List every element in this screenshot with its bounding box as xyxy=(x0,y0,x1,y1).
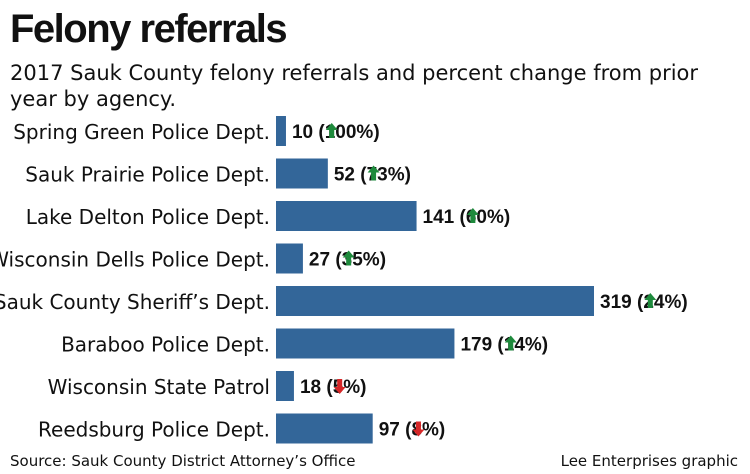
data-label: 97 (8%) xyxy=(379,420,446,441)
bar xyxy=(276,328,455,359)
arrow-up-icon xyxy=(504,335,517,351)
open-paren: ( xyxy=(454,207,466,228)
bar xyxy=(276,116,286,146)
change-label: 100% xyxy=(325,122,374,143)
category-label: Sauk County Sheriff’s Dept. xyxy=(0,290,270,314)
category-label: Lake Delton Police Dept. xyxy=(26,205,270,229)
arrow-down-icon xyxy=(412,421,425,437)
data-label: 141 (60%) xyxy=(423,207,511,228)
open-paren: ( xyxy=(355,165,367,186)
category-label: Baraboo Police Dept. xyxy=(61,333,270,357)
arrow-up-icon xyxy=(325,123,338,138)
chart-subtitle: 2017 Sauk County felony referrals and pe… xyxy=(10,61,699,111)
close-paren: ) xyxy=(373,122,379,143)
close-paren: ) xyxy=(360,377,366,398)
bar xyxy=(276,371,294,401)
bar-chart: Spring Green Police Dept. 10 (100%) Sauk P… xyxy=(0,116,688,444)
bar xyxy=(276,201,417,231)
value-label: 141 xyxy=(423,207,455,228)
arrow-up-icon xyxy=(466,208,479,223)
value-label: 319 xyxy=(600,292,632,313)
source-note: Source: Sauk County District Attorney’s … xyxy=(10,452,356,470)
arrow-up-icon xyxy=(644,293,657,308)
credit-note: Lee Enterprises graphic xyxy=(560,452,738,470)
chart-title: Felony referrals xyxy=(10,7,288,51)
close-paren: ) xyxy=(681,292,687,313)
category-label: Wisconsin State Patrol xyxy=(48,375,270,399)
bar xyxy=(276,286,594,316)
data-label: 319 (24%) xyxy=(600,292,688,313)
close-paren: ) xyxy=(380,250,386,271)
value-label: 52 xyxy=(334,165,355,186)
close-paren: ) xyxy=(405,165,411,186)
category-label: Sauk Prairie Police Dept. xyxy=(25,163,270,187)
bar xyxy=(276,158,328,189)
open-paren: ( xyxy=(313,122,325,143)
data-label: 18 (5%) xyxy=(300,377,367,398)
open-paren: ( xyxy=(330,250,342,271)
category-label: Wisconsin Dells Police Dept. xyxy=(0,248,270,272)
data-label: 10 (100%) xyxy=(292,122,380,143)
category-label: Reedsburg Police Dept. xyxy=(38,418,270,442)
open-paren: ( xyxy=(492,335,504,356)
close-paren: ) xyxy=(542,335,548,356)
category-label: Spring Green Police Dept. xyxy=(13,120,270,144)
data-label: 179 (14%) xyxy=(460,335,548,356)
close-paren: ) xyxy=(504,207,510,228)
value-label: 27 xyxy=(309,250,330,271)
open-paren: ( xyxy=(632,292,644,313)
bar xyxy=(276,243,303,274)
open-paren: ( xyxy=(321,377,333,398)
arrow-up-icon xyxy=(342,250,355,266)
value-label: 10 xyxy=(292,122,313,143)
arrow-up-icon xyxy=(367,165,380,181)
close-paren: ) xyxy=(439,420,445,441)
arrow-down-icon xyxy=(333,379,346,394)
open-paren: ( xyxy=(400,420,412,441)
bar xyxy=(276,413,373,444)
value-label: 179 xyxy=(460,335,492,356)
value-label: 18 xyxy=(300,377,321,398)
value-label: 97 xyxy=(379,420,400,441)
